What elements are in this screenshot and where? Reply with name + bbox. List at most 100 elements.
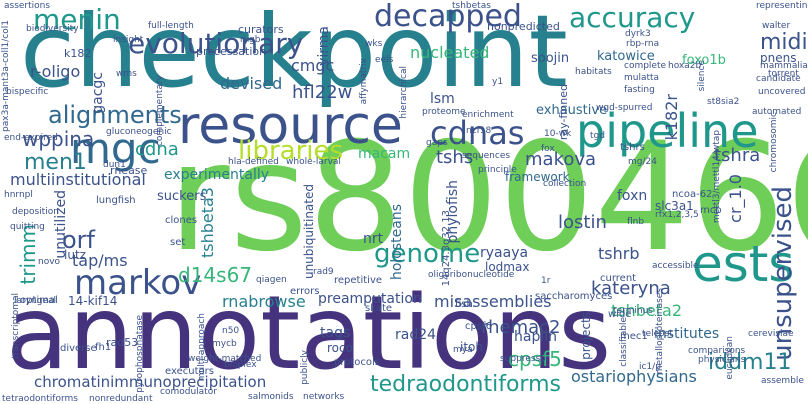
word-proteome: proteome (422, 107, 466, 117)
word-assemble: assemble (761, 376, 804, 386)
word-experimentally: experimentally (164, 167, 270, 183)
word-dun1: dun1 (103, 160, 126, 170)
word-tgd: tgd (590, 131, 605, 141)
word-men1: men1 (24, 150, 87, 175)
word-tshra: tshra (714, 145, 761, 166)
word-rs8004664: rs8004664 (168, 111, 808, 285)
word-ic1-p: ic1/p (639, 362, 661, 372)
word-devised: devised (220, 74, 283, 93)
word-lutz: lutz (64, 248, 86, 262)
word-novo: novo (38, 257, 61, 267)
word-mya: mya (453, 345, 473, 355)
word-rfx1-2-3-5: rfx1,2,3,5 (655, 210, 699, 220)
word-pnens: pnens (760, 51, 797, 65)
word-diverse: diverse (60, 343, 97, 354)
word-sequences: sequences (462, 151, 511, 161)
word-projects: projects (579, 312, 593, 360)
word-evolutionary: evolutionary (128, 27, 304, 60)
word-mcb: mcb (700, 205, 722, 216)
word-flnb: flnb (627, 217, 645, 227)
word-accuracy: accuracy (569, 1, 696, 34)
word-curators: curators (238, 23, 284, 36)
word-d14s67: d14s67 (178, 263, 253, 287)
word-tshrs: tshrs (620, 142, 645, 153)
word-tap-ms: tap/ms (72, 251, 128, 270)
word-hfl22w: hfl22w (292, 82, 353, 103)
word-pipeline: pipeline (576, 104, 759, 158)
word-habitats: habitats (575, 67, 612, 77)
word-tedraodontiforms: tedraodontiforms (370, 372, 561, 397)
word-mettl3-mettl14-wtap: mettl3/mettl14/wtap (712, 130, 722, 224)
word-unubiquitinated: unubiquitinated (302, 184, 316, 280)
word-bioplex: bioplex (224, 360, 257, 370)
word-collection: collection (543, 179, 587, 189)
word-dyrk3: dyrk3 (625, 29, 651, 39)
word-cpsf5: cpsf5 (508, 347, 562, 371)
word-libraries: libraries (238, 136, 344, 166)
word-teleost: teleost (642, 329, 673, 339)
word-menin: menin (33, 3, 121, 36)
word-automated: automated (752, 107, 802, 117)
word-mg-24: mg/24 (628, 157, 657, 167)
word-ryaaya: ryaaya (480, 245, 529, 261)
word-protocols: protocols (334, 357, 381, 368)
word-wide: wide (608, 309, 632, 320)
word-mulatta: mulatta (624, 73, 660, 83)
word-annotations: annotations (6, 274, 612, 393)
word-ncoa-62: ncoa-62 (672, 189, 713, 200)
word-multiinstitutional: multiinstitutional (10, 170, 146, 189)
word-biodiversity: biodiversity (26, 24, 79, 34)
word-14-kif14: 14-kif14 (68, 294, 118, 308)
word-lungfish: lungfish (96, 195, 136, 206)
word-genome: genome (374, 239, 481, 269)
word-wms: wms (116, 69, 137, 79)
word-gluconeogenic: gluconeogenic (106, 127, 172, 137)
word-rhemac2: rhemac2 (481, 317, 561, 338)
word-publicly: publicly (300, 350, 310, 385)
word-cdna: cdna (135, 139, 179, 160)
word-ests: ests (692, 235, 795, 293)
word-enrichment: enrichment (462, 110, 514, 120)
word-makova: makova (525, 149, 597, 170)
word-walter: walter (762, 21, 791, 31)
word-tshbetas: tshbetas (452, 1, 491, 11)
word-katowice: katowice (597, 49, 655, 64)
word-misassemblies: misassemblies (434, 292, 552, 311)
word-uncovered: uncovered (758, 87, 806, 97)
word-complementary: complementary (155, 75, 165, 147)
word-pyrophosphatase: pyrophosphatase (135, 315, 145, 393)
word-laryngeal: laryngeal (14, 296, 57, 306)
word-euclidean: euclidean (725, 336, 735, 380)
word-rad9: rad9 (313, 267, 334, 277)
word-checkpoint: checkpoint (20, 0, 568, 110)
word-tshrb: tshrb (598, 244, 640, 263)
word-1r: 1r (541, 276, 551, 286)
word-classifiable: classifiable (619, 317, 629, 367)
word-decapped: decapped (374, 0, 522, 34)
word-gaps: gaps (426, 138, 448, 148)
word-y1: y1 (492, 77, 504, 87)
word-rad53: rad53 (106, 336, 139, 349)
word-hoxa2b: hoxa2b (668, 61, 702, 71)
word-ostariophysians: ostariophysians (571, 367, 697, 386)
word-institutes: institutes (654, 326, 720, 342)
word-insight: insight (113, 35, 144, 45)
word-tshs: tshs (436, 147, 474, 168)
word-markov: markov (74, 263, 202, 303)
word-hnrnpl: hnrnpl (4, 190, 33, 200)
word-saccharomyces: saccharomyces (535, 291, 613, 302)
word-nonredundant: nonredundant (89, 394, 153, 404)
word-mec1: mec1 (620, 331, 648, 342)
word-comodulator: comodulator (160, 387, 217, 397)
word-r-oligo: r-oligo (30, 62, 81, 81)
word-bispecific: bispecific (6, 87, 49, 97)
word-orf: orf (62, 226, 95, 254)
word-skate: skate (365, 303, 393, 314)
word-exhaustive: exhaustive (536, 103, 608, 118)
word-suppressor: suppressor (500, 354, 550, 364)
word-n50: n50 (222, 326, 240, 336)
word-lsm: lsm (430, 91, 455, 107)
word-k182: k182 (64, 47, 92, 60)
word-qiagen: qiagen (256, 275, 287, 285)
word-fh1: fh1 (95, 342, 112, 353)
